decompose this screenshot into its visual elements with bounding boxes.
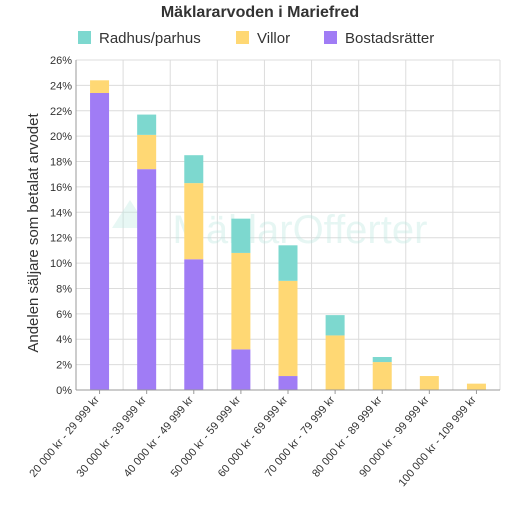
legend-swatch xyxy=(324,31,337,44)
y-tick-label: 6% xyxy=(56,309,72,321)
y-tick-label: 12% xyxy=(50,233,72,245)
y-tick-label: 10% xyxy=(50,258,72,270)
bar-segment xyxy=(278,376,298,390)
bar-segment xyxy=(231,252,251,350)
bar-segment xyxy=(184,259,204,390)
bar-segment xyxy=(325,335,345,390)
legend-label: Bostadsrätter xyxy=(345,30,434,47)
bar-segment xyxy=(137,169,157,390)
legend-label: Villor xyxy=(257,30,290,47)
bar-segment xyxy=(372,357,392,363)
y-tick-label: 16% xyxy=(50,182,72,194)
y-tick-label: 24% xyxy=(50,80,72,92)
bar-segment xyxy=(231,349,251,390)
legend: Radhus/parhus Villor Bostadsrätter xyxy=(78,30,434,47)
legend-label: Radhus/parhus xyxy=(99,30,201,47)
y-tick-label: 0% xyxy=(56,385,72,397)
bar-segment xyxy=(231,218,251,253)
y-tick-label: 8% xyxy=(56,283,72,295)
chart-title: Mäklararvoden i Mariefred xyxy=(161,4,359,21)
bar-segment xyxy=(90,80,110,93)
bar-segment xyxy=(419,376,439,390)
y-tick-label: 4% xyxy=(56,334,72,346)
x-tick-label: 100 000 kr - 109 999 kr xyxy=(396,394,479,489)
bar-segment xyxy=(466,383,486,390)
bar-segment xyxy=(90,93,110,390)
legend-swatch xyxy=(236,31,249,44)
bars xyxy=(90,80,486,390)
bar-segment xyxy=(325,315,345,336)
y-tick-label: 2% xyxy=(56,360,72,372)
y-axis-title: Andelen säljare som betalat arvodet xyxy=(25,113,42,353)
y-tick-label: 20% xyxy=(50,131,72,143)
bar-segment xyxy=(372,362,392,390)
y-tick-label: 26% xyxy=(50,55,72,67)
watermark: MäklarOfferter xyxy=(112,200,427,252)
y-tick-label: 22% xyxy=(50,106,72,118)
bar-segment xyxy=(184,183,204,260)
bar-segment xyxy=(278,280,298,377)
bar-segment xyxy=(137,114,157,135)
bar-segment xyxy=(278,245,298,281)
watermark-text: MäklarOfferter xyxy=(173,208,428,252)
y-tick-label: 18% xyxy=(50,157,72,169)
y-tick-label: 14% xyxy=(50,207,72,219)
legend-swatch xyxy=(78,31,91,44)
bar-segment xyxy=(184,155,204,184)
bar-segment xyxy=(137,134,157,170)
